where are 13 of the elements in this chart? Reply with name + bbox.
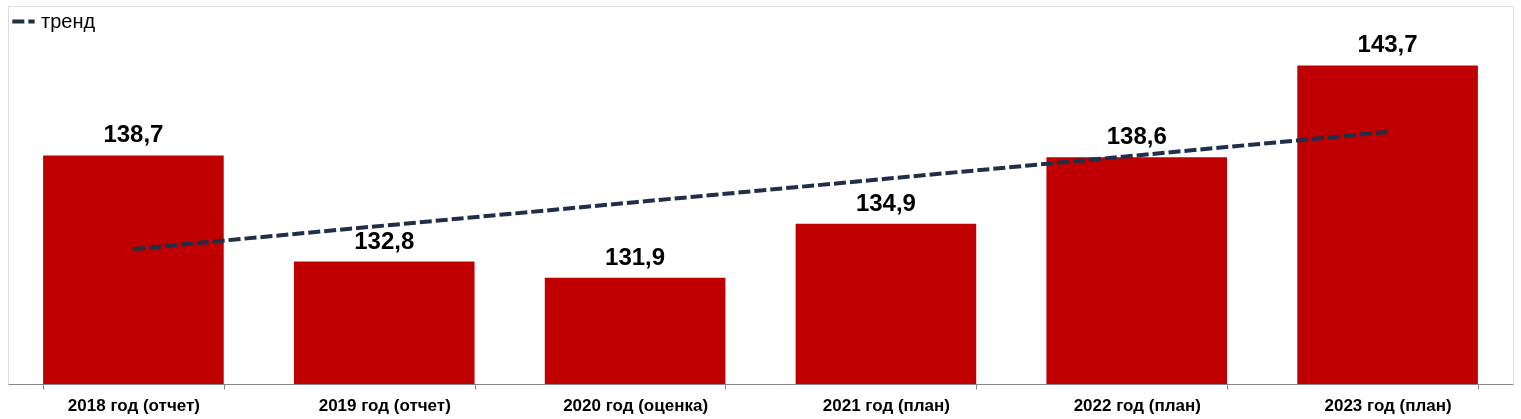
data-label: 143,7 bbox=[1357, 30, 1418, 58]
data-label: 134,9 bbox=[855, 188, 916, 216]
x-tick-label: 2022 год (план) bbox=[1073, 395, 1201, 415]
x-tick-label: 2023 год (план) bbox=[1324, 395, 1452, 415]
x-tick-label: 2018 год (отчет) bbox=[67, 395, 200, 415]
data-label: 132,8 bbox=[354, 226, 415, 254]
x-tick-label: 2019 год (отчет) bbox=[318, 395, 451, 415]
legend-label: тренд bbox=[41, 9, 96, 32]
data-label: 138,7 bbox=[103, 120, 164, 148]
data-label: 138,6 bbox=[1106, 122, 1167, 150]
data-label: 131,9 bbox=[605, 242, 666, 270]
x-tick-label: 2020 год (оценка) bbox=[563, 395, 709, 415]
x-tick-label: 2021 год (план) bbox=[822, 395, 951, 415]
